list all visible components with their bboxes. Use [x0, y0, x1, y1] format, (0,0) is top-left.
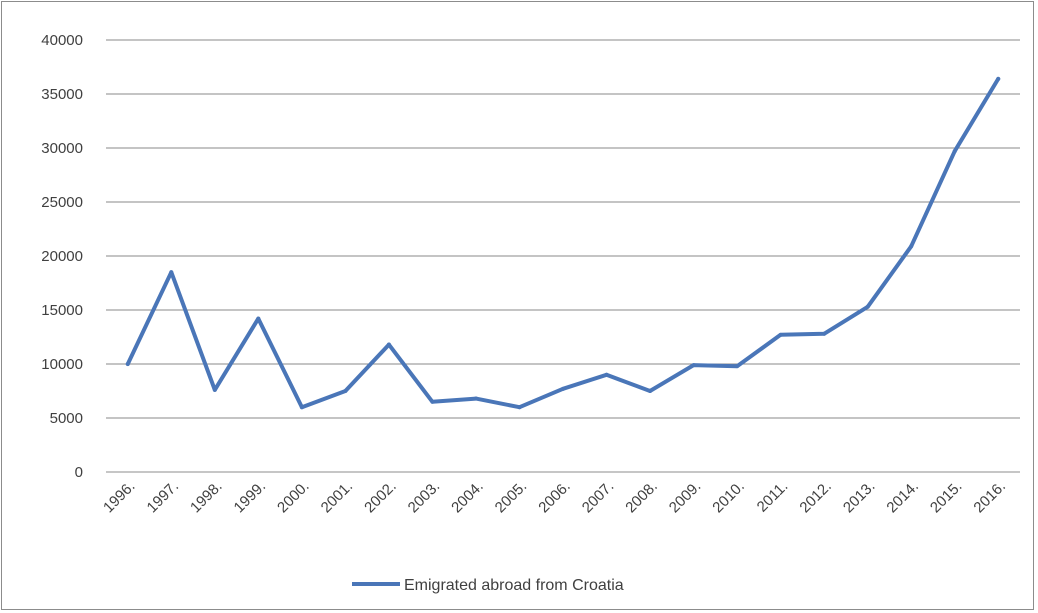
x-tick-label: 2003. — [405, 478, 444, 517]
data-point — [822, 331, 827, 336]
data-point — [735, 364, 740, 369]
data-point — [169, 270, 174, 275]
x-tick-label: 2011. — [754, 478, 792, 516]
data-point — [517, 405, 522, 410]
data-point — [865, 304, 870, 309]
x-tick-label: 2013. — [840, 478, 879, 517]
y-tick-label: 40000 — [41, 32, 83, 49]
y-tick-label: 25000 — [41, 194, 83, 211]
y-tick-label: 30000 — [41, 140, 83, 157]
x-tick-label: 2008. — [622, 478, 661, 517]
data-point — [386, 342, 391, 347]
x-tick-label: 2002. — [361, 478, 400, 517]
gridlines — [106, 39, 1020, 473]
series-line-emigrated — [125, 76, 1001, 410]
y-tick-label: 0 — [75, 464, 83, 481]
x-tick-label: 2010. — [709, 478, 748, 517]
y-tick-label: 20000 — [41, 248, 83, 265]
data-point — [909, 244, 914, 249]
x-tick-label: 2016. — [970, 478, 1009, 517]
data-point — [212, 387, 217, 392]
x-axis-tick-labels: 1996. 1997. 1998. 1999. 2000. 2001. 2002. 2003.… — [100, 478, 1009, 517]
y-tick-label: 10000 — [41, 356, 83, 373]
x-tick-label: 2005. — [492, 478, 531, 517]
data-point — [778, 332, 783, 337]
data-point — [561, 386, 565, 391]
x-tick-label: 1997. — [144, 478, 183, 517]
data-point — [648, 389, 653, 393]
series-lines — [125, 76, 1001, 410]
legend: Emigrated abroad from Croatia — [352, 577, 624, 594]
data-point — [125, 362, 130, 366]
x-tick-label: 2006. — [535, 478, 574, 517]
x-tick-label: 2000. — [274, 478, 313, 517]
data-point — [299, 405, 304, 410]
x-tick-label: 2012. — [796, 478, 835, 517]
x-tick-label: 2014. — [883, 478, 922, 517]
data-point — [952, 149, 957, 154]
y-tick-label: 15000 — [41, 302, 83, 319]
data-point — [473, 396, 478, 401]
y-tick-label: 35000 — [41, 86, 83, 103]
x-tick-label: 2001. — [318, 478, 357, 517]
x-tick-label: 1996. — [100, 478, 139, 517]
y-axis-tick-labels: 0 5000 10000 15000 20000 25000 30000 35000 40000 — [41, 32, 83, 481]
data-point — [256, 316, 261, 321]
x-tick-label: 1998. — [187, 478, 226, 517]
legend-label: Emigrated abroad from Croatia — [404, 577, 624, 594]
x-tick-label: 2004. — [448, 478, 487, 517]
x-tick-label: 1999. — [231, 478, 270, 517]
data-point — [691, 363, 696, 368]
data-point — [604, 372, 609, 377]
data-point — [430, 399, 435, 404]
data-point — [343, 389, 348, 393]
x-tick-label: 2007. — [579, 478, 618, 517]
x-tick-label: 2015. — [927, 478, 966, 517]
data-point — [996, 76, 1001, 81]
y-tick-label: 5000 — [50, 410, 83, 427]
x-tick-label: 2009. — [666, 478, 705, 517]
